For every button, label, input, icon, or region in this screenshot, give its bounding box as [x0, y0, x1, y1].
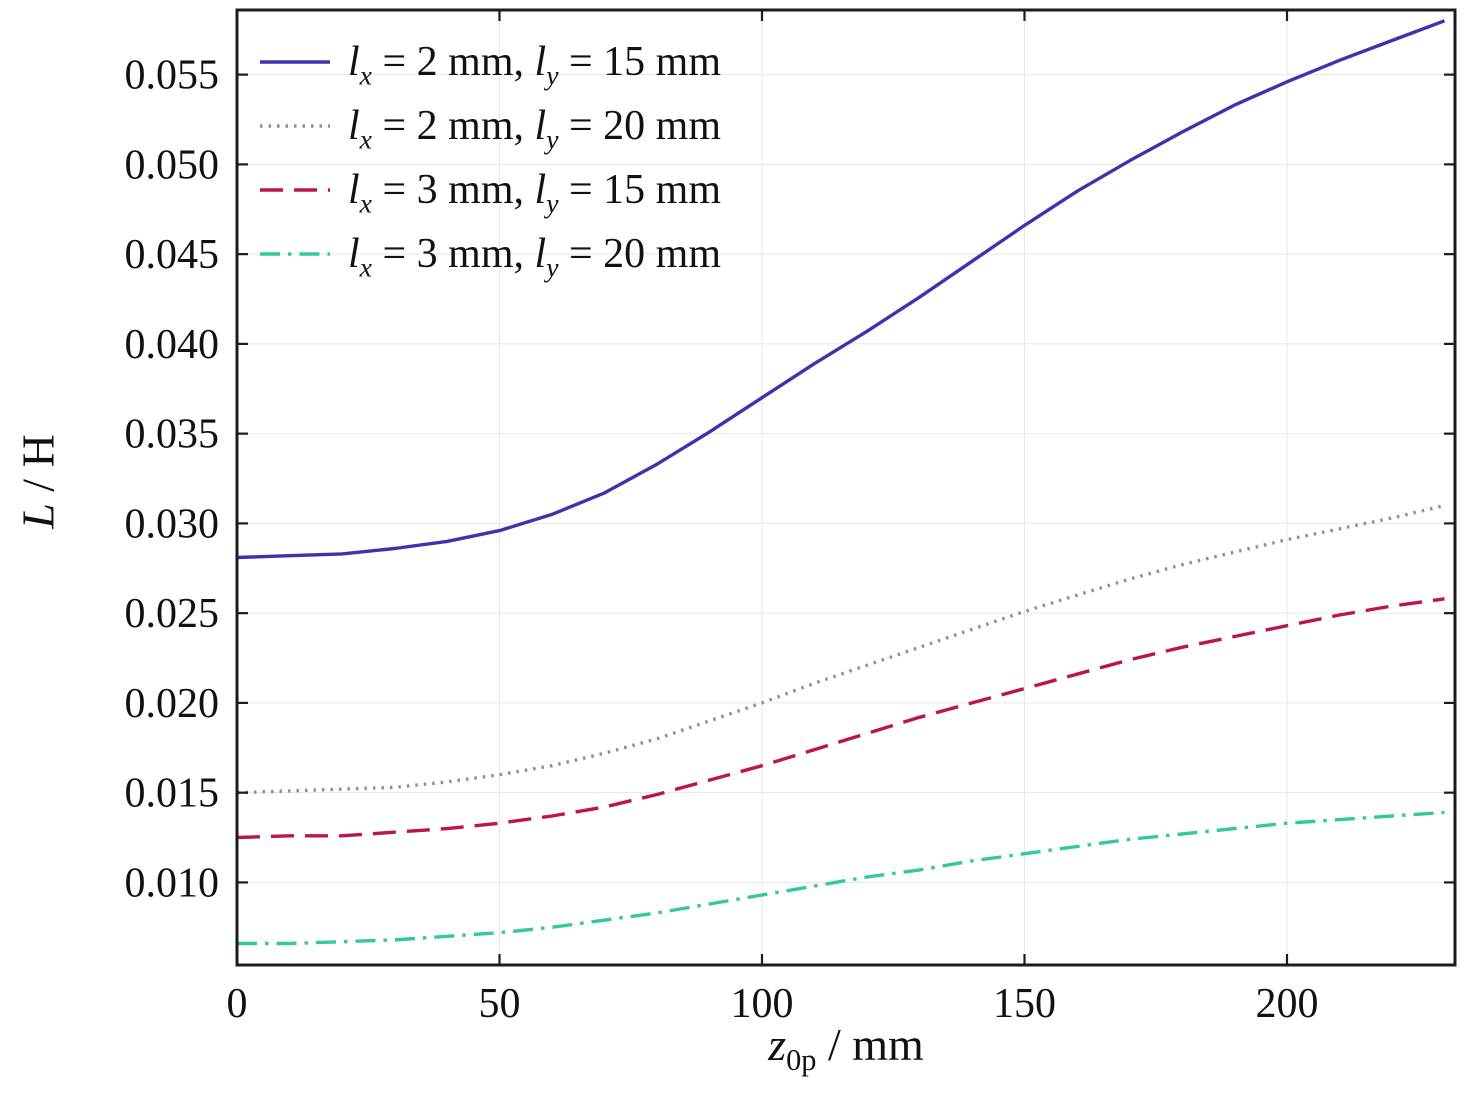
y-axis-symbol: L — [12, 503, 64, 529]
x-tick-label: 200 — [1256, 981, 1319, 1027]
legend: lx = 2 mm, ly = 15 mm lx = 2 mm, ly = 20 … — [258, 34, 721, 282]
x-tick-label: 150 — [993, 981, 1056, 1027]
legend-item-1: lx = 2 mm, ly = 20 mm — [258, 98, 721, 154]
y-tick-label: 0.020 — [125, 681, 220, 727]
x-tick-label: 0 — [227, 981, 248, 1027]
legend-line-sample — [260, 60, 330, 64]
x-axis-unit: / mm — [816, 1019, 924, 1070]
y-tick-label: 0.055 — [125, 53, 220, 99]
y-tick-label: 0.025 — [125, 591, 220, 637]
tick-labels: 0 50 100 150 200 0.010 0.015 0.020 0.025 0.030 0.0… — [125, 53, 1319, 1027]
legend-label: lx = 2 mm, ly = 20 mm — [348, 103, 722, 155]
legend-line-sample — [260, 124, 330, 128]
legend-item-0: lx = 2 mm, ly = 15 mm — [258, 34, 721, 90]
x-axis-label: z0p / mm — [237, 1018, 1455, 1075]
legend-label: lx = 2 mm, ly = 15 mm — [348, 39, 722, 91]
legend-label: lx = 3 mm, ly = 20 mm — [348, 231, 722, 283]
axis-ticks — [235, 10, 1455, 965]
legend-line-sample — [260, 188, 330, 192]
y-tick-label: 0.035 — [125, 412, 220, 458]
y-axis-unit: / H — [12, 434, 64, 504]
x-tick-label: 50 — [479, 981, 521, 1027]
legend-item-3: lx = 3 mm, ly = 20 mm — [258, 226, 721, 282]
y-tick-label: 0.030 — [125, 501, 220, 547]
y-tick-label: 0.040 — [125, 322, 220, 368]
y-axis-label: L / H — [12, 382, 65, 582]
legend-label: lx = 3 mm, ly = 15 mm — [348, 167, 722, 219]
x-tick-label: 100 — [731, 981, 794, 1027]
grid — [237, 10, 1455, 965]
series-line-1 — [236, 503, 1445, 795]
series-line-0 — [236, 19, 1446, 560]
y-tick-label: 0.050 — [125, 142, 220, 188]
legend-line-sample — [260, 252, 330, 256]
legend-item-2: lx = 3 mm, ly = 15 mm — [258, 162, 721, 218]
series-line-2 — [236, 597, 1445, 840]
y-tick-label: 0.010 — [125, 860, 220, 906]
y-tick-label: 0.015 — [125, 771, 220, 817]
series-line-3 — [237, 810, 1445, 946]
x-axis-symbol: z — [768, 1019, 787, 1070]
x-axis-subscript: 0p — [786, 1043, 817, 1078]
plot-frame — [235, 8, 1457, 967]
y-tick-label: 0.045 — [125, 232, 220, 278]
